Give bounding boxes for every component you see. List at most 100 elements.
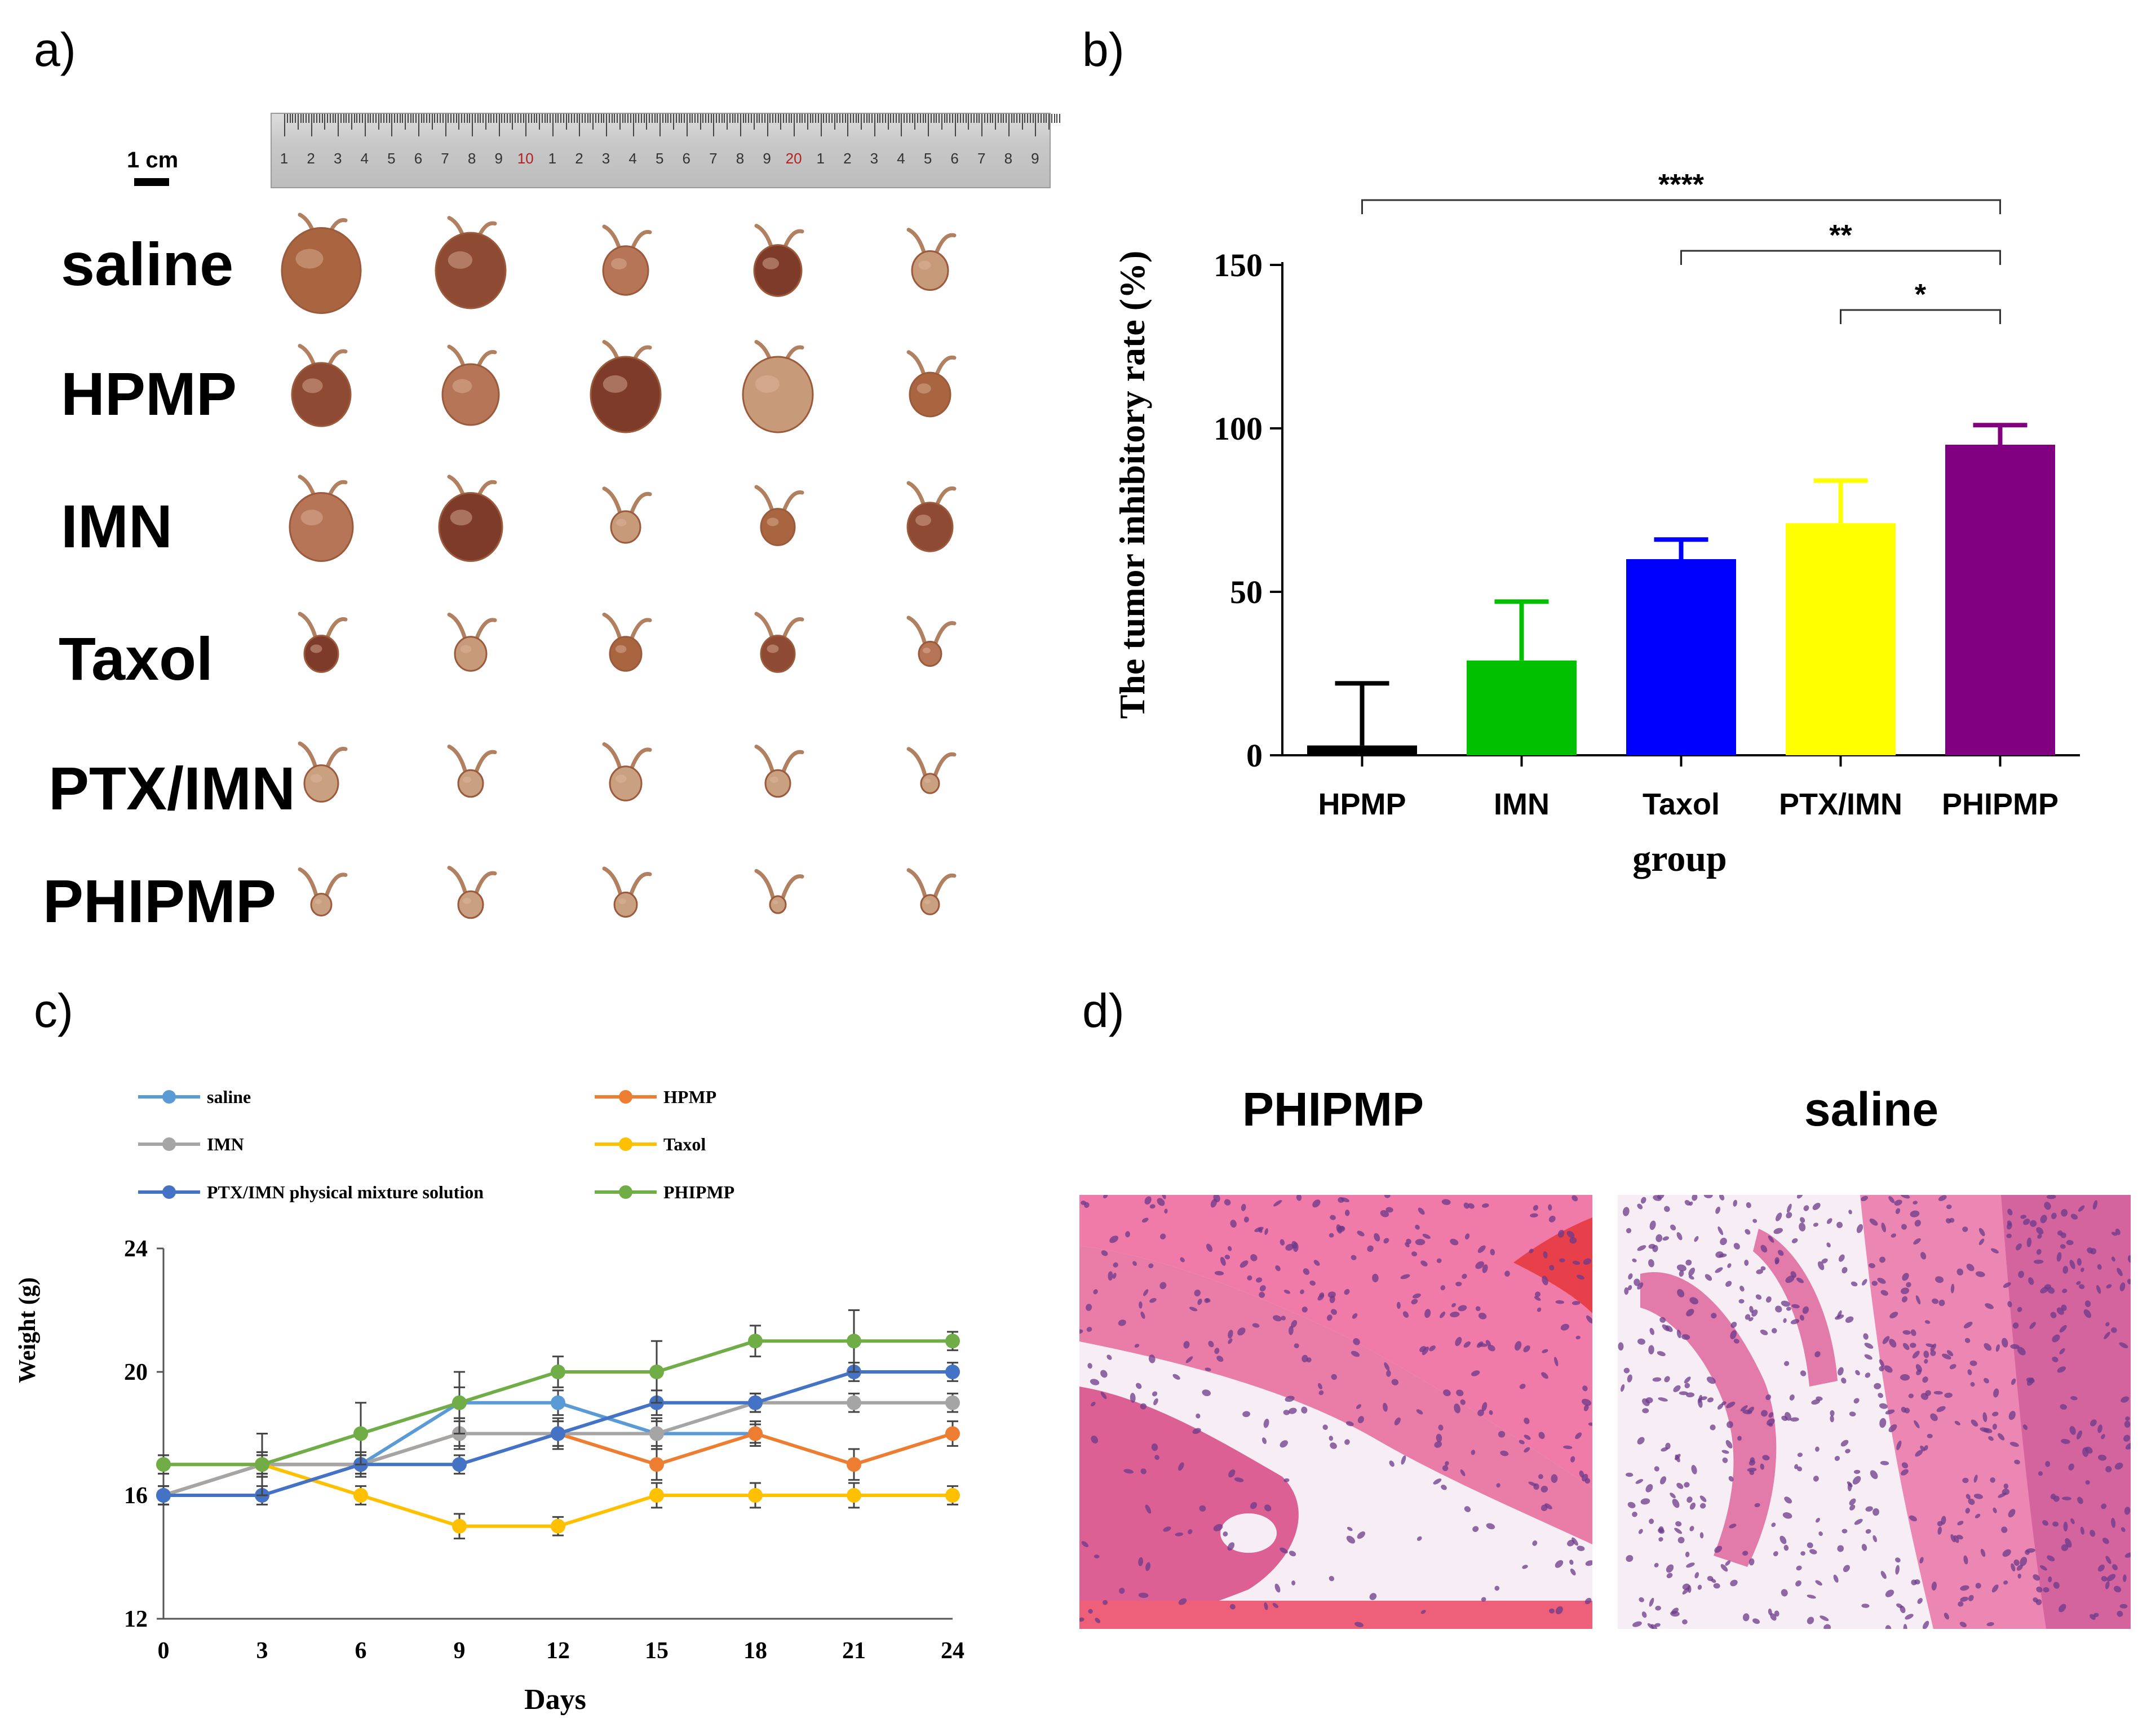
nucleus [1935,1276,1944,1283]
nucleus [1523,1345,1530,1353]
nucleus [1476,1341,1484,1348]
nucleus [1746,1202,1751,1208]
ruler-tick [976,114,977,123]
ruler-tick [807,114,808,130]
nucleus [1185,1356,1193,1363]
nucleus [1481,1597,1486,1602]
nucleus [1229,1604,1236,1610]
nucleus [1894,1199,1902,1206]
ruler-tick [729,114,731,123]
nucleus [1861,1544,1867,1551]
nucleus [1909,1515,1917,1522]
tumor-body [609,765,643,801]
nucleus [2036,1227,2044,1235]
nucleus [1455,1336,1462,1347]
nucleus [1913,1238,1921,1245]
data-point [945,1488,960,1503]
nucleus [2115,1228,2121,1235]
nucleus [1372,1273,1379,1282]
ruler-tick [603,114,605,123]
ruler-tick [876,114,878,123]
nucleus [1838,1254,1845,1262]
nucleus [2083,1309,2092,1318]
nucleus [2105,1466,2112,1473]
nucleus [1960,1596,1968,1602]
nucleus [2078,1205,2085,1212]
nucleus [1570,1568,1576,1576]
nucleus [1468,1203,1475,1209]
nucleus [1588,1422,1592,1426]
nucleus [1534,1296,1541,1301]
legend-item: IMN [138,1134,244,1154]
ruler-tick [898,114,900,123]
series-ptx-imn [156,1362,960,1505]
nucleus [1329,1233,1334,1238]
nucleus [1138,1557,1144,1566]
tumor-highlight [462,776,472,783]
nucleus [1841,1529,1848,1534]
ruler-tick [308,114,309,123]
ruler-tick [697,114,698,123]
nucleus [1583,1258,1592,1265]
ruler-tick [324,114,326,130]
ruler-tick [748,114,750,123]
line-chart: Weight (g) Days 12 16 20 24 0 3 6 9 12 15 18 21 24 sa… [15,1087,964,1716]
nucleus [1438,1424,1444,1431]
ruler-tick [579,114,581,136]
nucleus [1910,1210,1920,1217]
tumor-body [291,362,352,427]
nucleus [1090,1379,1100,1385]
nucleus [1296,1195,1302,1201]
nucleus [1490,1248,1495,1256]
ruler-tick [716,114,718,123]
tumor-specimen [291,344,352,427]
ruler-tick [882,114,884,123]
nucleus [1639,1597,1644,1602]
nucleus [1086,1304,1092,1311]
nucleus [1094,1555,1100,1558]
nucleus [1658,1537,1663,1542]
nucleus [2117,1268,2123,1277]
ruler-tick [844,114,846,123]
ruler-tick [901,114,902,136]
ruler-tick [286,114,288,123]
ruler-tick [413,114,414,123]
nucleus [1777,1250,1784,1256]
nucleus [1420,1610,1426,1614]
nucleus [1676,1330,1681,1339]
nucleus [1738,1299,1745,1304]
nucleus [1264,1504,1272,1512]
nucleus [1745,1229,1751,1235]
nucleus [1175,1532,1184,1536]
nucleus [1088,1609,1093,1614]
tumor-highlight [915,515,931,526]
nucleus [1861,1604,1870,1608]
nucleus [1386,1370,1391,1377]
ruler-tick [584,114,586,123]
nucleus [2085,1446,2093,1454]
ruler-tick [373,114,374,123]
nucleus [1800,1217,1805,1223]
tumor-specimen [753,224,804,297]
nucleus [1530,1213,1538,1217]
nucleus [2127,1255,2131,1263]
nucleus [1900,1374,1910,1381]
ruler-tick [622,114,623,123]
ruler-tick [863,114,865,123]
ruler-tick [458,114,460,130]
nucleus [1108,1271,1113,1281]
nucleus [2048,1576,2052,1583]
nucleus [1649,1327,1655,1335]
nucleus [1689,1502,1696,1510]
nucleus [1571,1301,1581,1305]
nucleus [1563,1445,1573,1449]
nucleus [1345,1421,1354,1427]
nucleus [1118,1319,1126,1326]
ruler-tick [391,114,393,136]
data-point [551,1518,565,1534]
nucleus [2070,1214,2078,1220]
ruler-tick [501,114,503,123]
nucleus [2105,1581,2110,1589]
ruler-tick [606,114,608,136]
nucleus [1880,1571,1887,1579]
